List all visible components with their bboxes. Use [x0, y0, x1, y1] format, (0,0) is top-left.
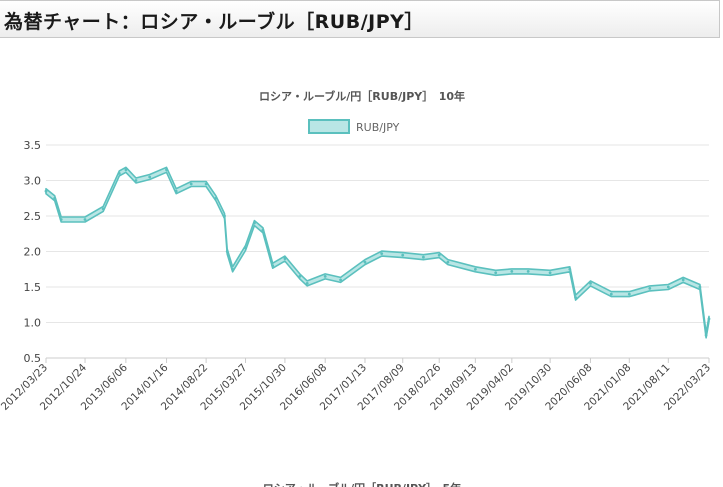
data-point — [548, 271, 552, 275]
data-point — [271, 264, 275, 268]
series-line-rub-jpy[interactable] — [45, 166, 710, 339]
data-point — [609, 292, 613, 296]
legend-swatch — [308, 119, 350, 134]
data-point — [494, 271, 498, 275]
y-tick-label: 1.5 — [24, 281, 42, 294]
data-point — [380, 252, 384, 256]
data-point — [244, 246, 247, 250]
data-point — [363, 260, 367, 264]
data-point — [225, 250, 229, 253]
data-point — [148, 175, 152, 179]
data-point — [568, 267, 572, 271]
data-point — [401, 253, 405, 257]
data-point — [59, 218, 63, 221]
data-point — [474, 267, 477, 271]
data-point — [117, 172, 121, 175]
data-point — [698, 285, 702, 289]
data-point — [298, 275, 302, 278]
data-point — [101, 207, 105, 211]
data-point — [574, 296, 577, 299]
data-point — [231, 267, 235, 271]
data-point — [589, 282, 592, 285]
data-point — [223, 214, 226, 218]
data-point — [189, 182, 193, 186]
data-point — [165, 168, 168, 172]
next-chart-title: ロシア・ルーブル/円［RUB/JPY］ 5年 — [263, 481, 461, 487]
y-tick-label: 3.5 — [24, 139, 42, 152]
data-point — [124, 168, 128, 172]
y-tick-label: 2.5 — [24, 210, 42, 223]
data-point — [283, 257, 287, 260]
data-point — [53, 196, 57, 200]
data-point — [83, 218, 87, 221]
data-point — [446, 260, 450, 264]
data-point — [422, 255, 425, 259]
data-point — [681, 278, 685, 282]
y-tick-label: 2.0 — [24, 246, 42, 259]
data-point — [323, 275, 327, 278]
data-point — [204, 182, 208, 186]
chart-title: ロシア・ルーブル/円［RUB/JPY］ 10年 — [259, 89, 465, 103]
data-point — [627, 292, 631, 296]
data-point — [666, 285, 670, 289]
y-tick-label: 3.0 — [24, 175, 42, 188]
data-point — [648, 287, 652, 290]
data-point — [704, 333, 708, 337]
data-point — [134, 179, 138, 182]
data-point — [44, 189, 48, 193]
y-tick-label: 1.0 — [24, 317, 42, 330]
data-point — [526, 270, 530, 273]
page-header: 為替チャート：ロシア・ルーブル［RUB/JPY］ — [0, 0, 720, 38]
data-point — [707, 317, 711, 321]
legend-label[interactable]: RUB/JPY — [356, 121, 400, 134]
data-point — [510, 270, 514, 273]
data-point — [253, 221, 256, 225]
data-point — [305, 282, 309, 285]
data-point — [214, 196, 218, 200]
data-point — [339, 278, 342, 282]
data-point — [174, 189, 178, 193]
page-title: 為替チャート：ロシア・ルーブル［RUB/JPY］ — [4, 11, 424, 33]
y-tick-label: 0.5 — [24, 352, 42, 365]
data-point — [261, 228, 265, 232]
data-point — [437, 253, 441, 257]
